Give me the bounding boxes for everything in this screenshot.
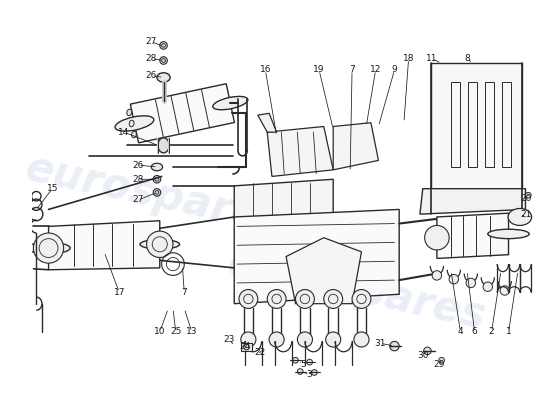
Text: 5: 5	[300, 360, 306, 368]
Circle shape	[466, 278, 476, 288]
Polygon shape	[234, 210, 399, 304]
Circle shape	[269, 332, 284, 347]
Polygon shape	[437, 213, 509, 258]
Text: 30: 30	[417, 351, 428, 360]
Circle shape	[307, 359, 312, 365]
Text: 28: 28	[133, 175, 144, 184]
Circle shape	[298, 369, 303, 374]
Circle shape	[146, 231, 173, 258]
Text: 6: 6	[472, 328, 477, 336]
Text: 27: 27	[133, 196, 144, 204]
Text: 23: 23	[224, 335, 235, 344]
Polygon shape	[130, 84, 234, 143]
Circle shape	[295, 290, 315, 308]
Circle shape	[153, 189, 161, 196]
Text: 16: 16	[260, 66, 271, 74]
Ellipse shape	[213, 96, 248, 110]
Text: 8: 8	[464, 54, 470, 63]
Polygon shape	[48, 221, 160, 270]
Text: 29: 29	[433, 360, 444, 370]
Text: 22: 22	[254, 348, 265, 357]
Text: 7: 7	[182, 288, 187, 297]
Polygon shape	[258, 113, 277, 132]
Ellipse shape	[158, 138, 169, 153]
Ellipse shape	[129, 120, 134, 127]
Text: 13: 13	[186, 328, 197, 336]
Circle shape	[432, 271, 442, 280]
Circle shape	[424, 347, 431, 354]
Ellipse shape	[115, 116, 154, 131]
Ellipse shape	[127, 109, 131, 116]
Text: 2: 2	[489, 328, 494, 336]
Text: 12: 12	[370, 66, 381, 74]
Circle shape	[439, 358, 444, 363]
Text: 21: 21	[521, 210, 532, 219]
Text: eurospares: eurospares	[21, 147, 287, 243]
Text: 24: 24	[239, 342, 250, 351]
Circle shape	[425, 226, 449, 250]
Text: 18: 18	[403, 54, 414, 63]
Ellipse shape	[27, 242, 70, 254]
Circle shape	[241, 332, 256, 347]
Circle shape	[160, 57, 167, 64]
Circle shape	[155, 190, 159, 194]
Text: 27: 27	[146, 37, 157, 46]
Circle shape	[162, 44, 166, 47]
Polygon shape	[431, 63, 522, 189]
Circle shape	[293, 358, 298, 363]
Circle shape	[500, 286, 509, 295]
Polygon shape	[420, 189, 525, 214]
Circle shape	[324, 290, 343, 308]
Text: 4: 4	[458, 328, 463, 336]
Text: 14: 14	[118, 128, 130, 137]
Circle shape	[390, 341, 399, 351]
Text: eurospares: eurospares	[224, 242, 490, 338]
Text: 17: 17	[113, 288, 125, 297]
Circle shape	[449, 274, 459, 284]
Circle shape	[298, 332, 312, 347]
Circle shape	[354, 332, 369, 347]
Circle shape	[244, 344, 249, 350]
Text: 9: 9	[392, 66, 397, 74]
Text: 19: 19	[314, 66, 325, 74]
Circle shape	[525, 192, 531, 198]
Polygon shape	[241, 343, 252, 351]
Text: 11: 11	[426, 54, 438, 63]
Circle shape	[311, 370, 317, 375]
Circle shape	[239, 290, 258, 308]
Text: 26: 26	[133, 161, 144, 170]
Text: 10: 10	[154, 328, 166, 336]
Circle shape	[162, 59, 166, 62]
Circle shape	[160, 42, 167, 49]
Circle shape	[34, 233, 64, 263]
Ellipse shape	[488, 229, 529, 239]
Polygon shape	[333, 123, 378, 170]
Circle shape	[153, 176, 161, 183]
Text: 3: 3	[307, 370, 312, 379]
Polygon shape	[286, 238, 361, 304]
Text: 1: 1	[505, 328, 512, 336]
Text: 26: 26	[146, 71, 157, 80]
Ellipse shape	[131, 131, 136, 138]
Polygon shape	[267, 126, 333, 176]
Text: 25: 25	[170, 328, 182, 336]
Circle shape	[326, 332, 341, 347]
Circle shape	[267, 290, 286, 308]
Circle shape	[483, 282, 492, 292]
Text: 15: 15	[47, 184, 58, 193]
Ellipse shape	[151, 163, 163, 171]
Text: 28: 28	[146, 54, 157, 63]
Text: 20: 20	[521, 194, 532, 203]
Text: 31: 31	[375, 339, 386, 348]
Ellipse shape	[140, 240, 179, 249]
Circle shape	[155, 177, 159, 181]
Circle shape	[352, 290, 371, 308]
Text: 7: 7	[349, 66, 355, 74]
Ellipse shape	[508, 208, 532, 226]
Ellipse shape	[157, 73, 170, 82]
Polygon shape	[234, 179, 333, 219]
